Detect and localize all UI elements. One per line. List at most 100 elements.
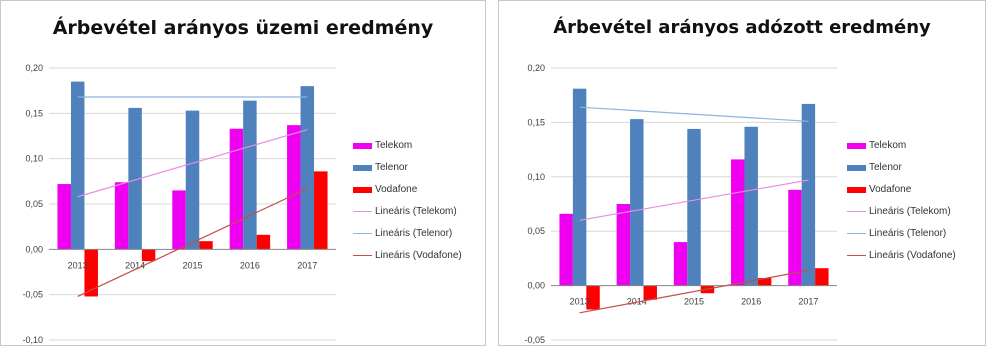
legend-swatch-telekom	[847, 143, 866, 149]
legend-swatch-telekom	[353, 143, 372, 149]
legend-label: Telekom	[375, 140, 413, 151]
y-tick-label: 0,00	[527, 281, 545, 291]
x-tick-label: 2015	[684, 297, 704, 307]
legend-item-vodafone: Vodafone	[353, 179, 462, 201]
bar-telenor	[300, 86, 315, 250]
y-tick-label: 0,15	[25, 108, 43, 118]
legend-item-telekom: Telekom	[847, 135, 956, 157]
bar-vodafone	[141, 249, 156, 262]
bar-vodafone	[199, 241, 213, 250]
trendline-vodafone	[579, 269, 809, 314]
bar-telekom	[57, 184, 71, 250]
legend-label: Vodafone	[869, 184, 912, 195]
bar-vodafone	[586, 285, 600, 310]
legend-item-telenor: Telenor	[353, 157, 462, 179]
legend-line-trend-vodafone	[847, 255, 866, 256]
legend-line-trend-vodafone	[353, 255, 372, 256]
legend-line-trend-telenor	[847, 233, 866, 234]
bar-telenor	[630, 119, 644, 286]
y-tick-label: 0,15	[527, 117, 545, 127]
trendline-telekom	[77, 129, 308, 198]
bar-telekom	[229, 128, 244, 250]
legend-item-trend-telenor: Lineáris (Telenor)	[847, 223, 956, 245]
legend-item-telenor: Telenor	[847, 157, 956, 179]
legend-item-trend-vodafone: Lineáris (Vodafone)	[353, 245, 462, 267]
legend-item-trend-vodafone: Lineáris (Vodafone)	[847, 245, 956, 267]
y-tick-label: -0,10	[22, 335, 43, 345]
legend-label: Telekom	[869, 140, 907, 151]
legend-label: Lineáris (Vodafone)	[869, 250, 956, 261]
bar-telenor	[687, 128, 701, 286]
legend-swatch-vodafone	[847, 187, 866, 193]
bar-telenor	[243, 100, 257, 250]
legend-label: Lineáris (Telekom)	[375, 206, 457, 217]
trendline-telekom	[579, 179, 809, 221]
bar-telekom	[731, 159, 745, 286]
legend-swatch-telenor	[353, 165, 372, 171]
legend-swatch-vodafone	[353, 187, 372, 193]
bar-vodafone	[84, 249, 98, 297]
legend-label: Lineáris (Telenor)	[375, 228, 453, 239]
bar-telekom	[114, 182, 129, 250]
trendline-telenor	[579, 106, 809, 122]
legend-item-trend-telenor: Lineáris (Telenor)	[353, 223, 462, 245]
legend-line-trend-telekom	[353, 211, 372, 212]
bar-vodafone	[815, 268, 829, 286]
bar-vodafone	[757, 277, 772, 286]
legend-label: Vodafone	[375, 184, 418, 195]
y-tick-label: 0,05	[25, 199, 43, 209]
chart-panel-operating-result: Árbevétel arányos üzemi eredmény 0,20 0,1…	[0, 0, 486, 346]
bar-telekom	[673, 242, 688, 286]
bar-telekom	[559, 213, 573, 286]
x-tick-label: 2016	[240, 260, 260, 270]
bar-telekom	[616, 204, 631, 286]
bar-telekom	[287, 125, 301, 250]
x-tick-label: 2013	[570, 297, 590, 307]
chart-legend: Telekom Telenor Vodafone Lineáris (Telek…	[847, 135, 956, 267]
legend-item-trend-telekom: Lineáris (Telekom)	[847, 201, 956, 223]
legend-label: Telenor	[869, 162, 902, 173]
chart-title: Árbevétel arányos üzemi eredmény	[52, 17, 434, 39]
chart-legend: Telekom Telenor Vodafone Lineáris (Telek…	[353, 135, 462, 267]
legend-label: Lineáris (Vodafone)	[375, 250, 462, 261]
bar-telenor	[185, 110, 200, 250]
bar-telenor	[744, 126, 758, 286]
legend-line-trend-telenor	[353, 233, 372, 234]
bar-telekom	[788, 189, 802, 286]
legend-item-telekom: Telekom	[353, 135, 462, 157]
bar-telenor	[128, 107, 142, 250]
legend-label: Telenor	[375, 162, 408, 173]
bar-vodafone	[314, 171, 328, 250]
bar-telenor	[572, 88, 587, 286]
legend-label: Lineáris (Telekom)	[869, 206, 951, 217]
bar-telenor	[70, 81, 85, 250]
y-tick-label: -0,05	[524, 335, 545, 345]
legend-line-trend-telekom	[847, 211, 866, 212]
y-tick-label: 0,00	[25, 244, 43, 254]
legend-item-vodafone: Vodafone	[847, 179, 956, 201]
bar-chart-operating-result: 0,20 0,15 0,10 0,05 0,00 -0,05 -0,10 2013 2014 20…	[22, 63, 336, 345]
chart-title: Árbevétel arányos adózott eredmény	[553, 17, 931, 38]
x-tick-label: 2017	[297, 260, 317, 270]
chart-panel-after-tax-result: Árbevétel arányos adózott eredmény 0,20 0…	[498, 0, 986, 346]
bar-vodafone	[643, 285, 657, 300]
y-tick-label: 0,10	[25, 154, 43, 164]
x-tick-label: 2015	[182, 260, 202, 270]
bar-telenor	[801, 103, 816, 286]
y-tick-label: 0,10	[527, 172, 545, 182]
y-tick-label: 0,20	[527, 63, 545, 73]
x-tick-label: 2017	[798, 297, 818, 307]
bar-chart-after-tax-result: 0,200,150,100,050,00-0,05201320142015201…	[524, 63, 837, 345]
x-tick-label: 2013	[68, 260, 88, 270]
x-tick-label: 2016	[741, 297, 761, 307]
trendline-vodafone	[77, 188, 308, 298]
x-tick-label: 2014	[125, 260, 145, 270]
bar-telekom	[172, 190, 186, 250]
legend-swatch-telenor	[847, 165, 866, 171]
legend-item-trend-telekom: Lineáris (Telekom)	[353, 201, 462, 223]
y-tick-label: 0,05	[527, 226, 545, 236]
y-tick-label: 0,20	[25, 63, 43, 73]
y-tick-label: -0,05	[22, 290, 43, 300]
bar-vodafone	[256, 234, 271, 250]
legend-label: Lineáris (Telenor)	[869, 228, 947, 239]
